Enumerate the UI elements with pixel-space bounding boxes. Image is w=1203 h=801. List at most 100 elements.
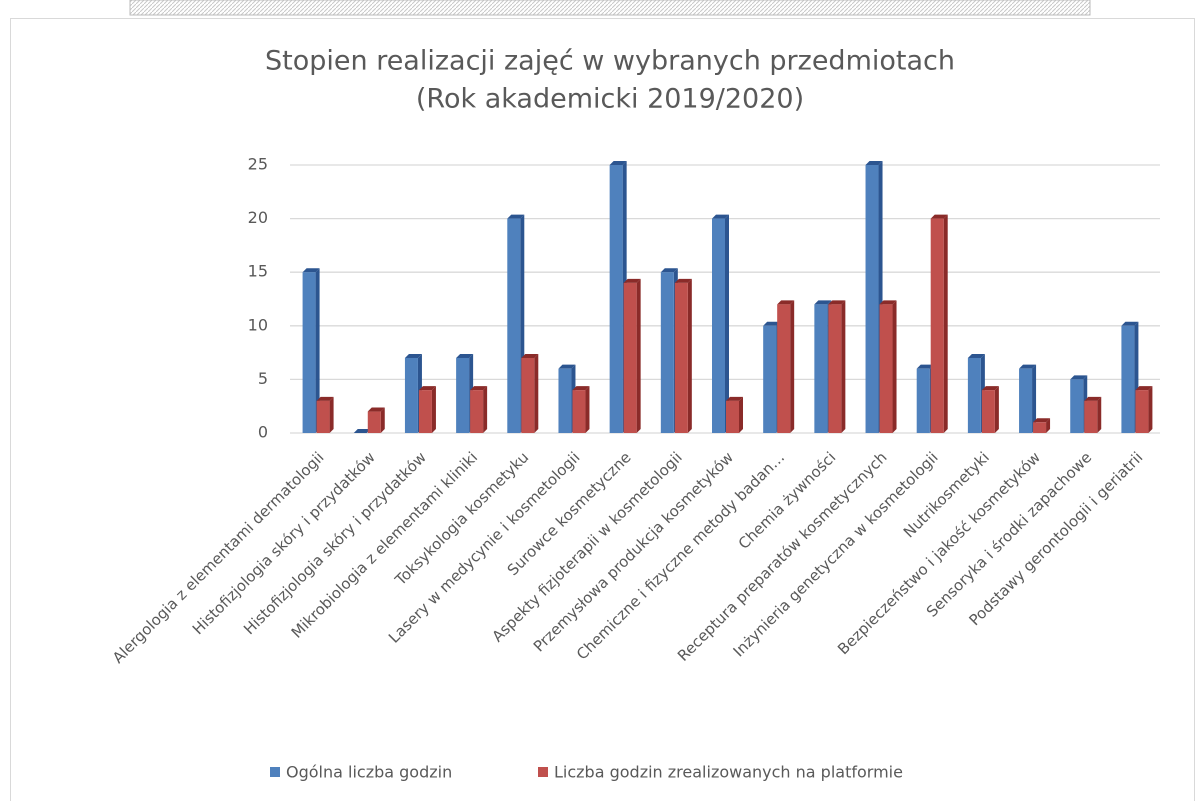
toolbar-strip: [129, 0, 1091, 16]
legend-swatch: [270, 767, 280, 777]
bar-top: [777, 300, 795, 305]
legend-swatch: [538, 767, 548, 777]
bar-top: [660, 268, 678, 273]
bar: [879, 304, 893, 433]
bar: [828, 304, 842, 433]
bar-top: [572, 386, 590, 391]
bar-top: [726, 396, 743, 401]
bar-top: [367, 407, 385, 412]
bar-top: [967, 353, 985, 358]
bar-top: [814, 300, 832, 305]
y-tick-label: 25: [248, 155, 268, 174]
bar-side: [636, 278, 641, 433]
bar-top: [1135, 386, 1153, 391]
bar-side: [892, 300, 897, 433]
bar-top: [609, 161, 627, 165]
bar: [1121, 325, 1135, 433]
bar-side: [687, 278, 692, 433]
bar: [558, 368, 572, 433]
bar: [712, 218, 725, 433]
bar-top: [712, 214, 729, 219]
bar: [763, 325, 777, 433]
bar: [1135, 390, 1149, 433]
bar-top: [558, 364, 576, 369]
bar: [1070, 379, 1084, 433]
bar-top: [916, 364, 934, 369]
bar: [609, 165, 623, 433]
bar: [456, 357, 470, 433]
bar-top: [404, 353, 422, 358]
chart-title: (Rok akademicki 2019/2020): [416, 84, 804, 115]
bar: [916, 368, 930, 433]
bar-side: [1097, 396, 1102, 433]
bar: [930, 218, 944, 433]
bar: [1019, 368, 1033, 433]
bar-top: [353, 429, 371, 433]
bar: [521, 357, 535, 433]
bar: [1084, 400, 1098, 433]
bar-side: [483, 386, 488, 433]
bar-top: [623, 278, 641, 283]
bar-top: [1121, 321, 1139, 326]
bar-side: [1148, 386, 1153, 433]
chart-frame: [10, 18, 1195, 801]
bar-top: [1019, 364, 1037, 369]
bar-side: [725, 214, 729, 433]
bar: [660, 272, 674, 433]
bar-side: [380, 407, 385, 433]
bar-top: [1033, 418, 1051, 423]
bar: [674, 282, 688, 433]
bar-top: [418, 386, 436, 391]
bar: [367, 411, 381, 433]
bar: [623, 282, 637, 433]
y-tick-label: 15: [248, 262, 268, 281]
bar: [404, 357, 418, 433]
bar-side: [1032, 364, 1037, 433]
chart-title: Stopien realizacji zajęć w wybranych prz…: [265, 46, 955, 77]
y-tick-label: 20: [248, 208, 268, 227]
bar-side: [431, 386, 436, 433]
bar: [316, 400, 330, 433]
bar-side: [534, 353, 539, 433]
bar-side: [994, 386, 999, 433]
bar-top: [507, 214, 525, 219]
bar-top: [865, 161, 883, 165]
bar-side: [790, 300, 795, 433]
bar-top: [521, 353, 539, 358]
bar-top: [316, 396, 334, 401]
bar: [865, 165, 879, 433]
bar-top: [763, 321, 781, 326]
bar: [981, 390, 995, 433]
bar-side: [585, 386, 590, 433]
bar-top: [879, 300, 897, 305]
bar-top: [930, 214, 948, 219]
bar-top: [1084, 396, 1102, 401]
legend-label: Liczba godzin zrealizowanych na platform…: [554, 763, 903, 782]
bar: [1033, 422, 1047, 433]
bar-top: [828, 300, 846, 305]
y-tick-label: 0: [258, 423, 268, 442]
bar-side: [943, 214, 948, 433]
bar: [814, 304, 828, 433]
bar-side: [329, 396, 334, 433]
bar-side: [841, 300, 846, 433]
legend-label: Ogólna liczba godzin: [286, 763, 452, 782]
bar-side: [739, 396, 743, 433]
bar-top: [302, 268, 320, 273]
y-tick-label: 5: [258, 369, 268, 388]
bar-top: [674, 278, 692, 283]
bar-side: [315, 268, 320, 433]
bar: [507, 218, 521, 433]
bar-side: [1046, 418, 1051, 433]
bar: [418, 390, 432, 433]
bar: [470, 390, 484, 433]
bar: [726, 400, 739, 433]
bar: [302, 272, 316, 433]
bar-top: [456, 353, 474, 358]
bar: [777, 304, 791, 433]
bar-top: [1070, 375, 1088, 380]
bar: [572, 390, 586, 433]
bar: [967, 357, 981, 433]
bar-top: [981, 386, 999, 391]
